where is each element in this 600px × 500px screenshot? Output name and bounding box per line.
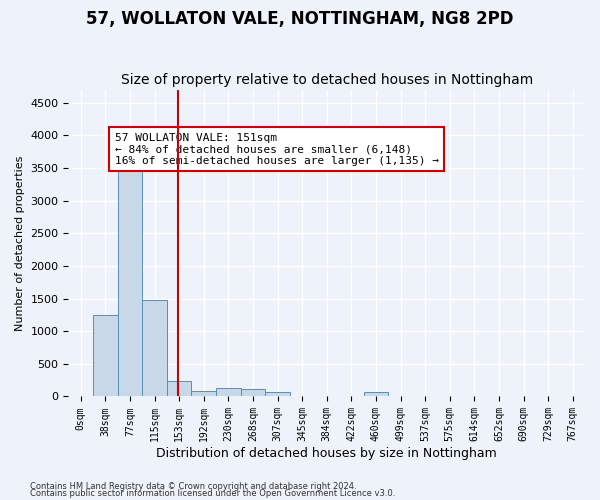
X-axis label: Distribution of detached houses by size in Nottingham: Distribution of detached houses by size … <box>157 447 497 460</box>
Bar <box>241 388 265 396</box>
Title: Size of property relative to detached houses in Nottingham: Size of property relative to detached ho… <box>121 73 533 87</box>
Text: 57 WOLLATON VALE: 151sqm
← 84% of detached houses are smaller (6,148)
16% of sem: 57 WOLLATON VALE: 151sqm ← 84% of detach… <box>115 132 439 166</box>
Y-axis label: Number of detached properties: Number of detached properties <box>15 156 25 330</box>
Bar <box>93 315 118 396</box>
Bar <box>191 390 216 396</box>
Bar <box>167 382 191 396</box>
Bar <box>118 168 142 396</box>
Bar <box>364 392 388 396</box>
Text: Contains public sector information licensed under the Open Government Licence v3: Contains public sector information licen… <box>30 489 395 498</box>
Bar <box>265 392 290 396</box>
Text: Contains HM Land Registry data © Crown copyright and database right 2024.: Contains HM Land Registry data © Crown c… <box>30 482 356 491</box>
Bar <box>142 300 167 396</box>
Text: 57, WOLLATON VALE, NOTTINGHAM, NG8 2PD: 57, WOLLATON VALE, NOTTINGHAM, NG8 2PD <box>86 10 514 28</box>
Bar <box>216 388 241 396</box>
